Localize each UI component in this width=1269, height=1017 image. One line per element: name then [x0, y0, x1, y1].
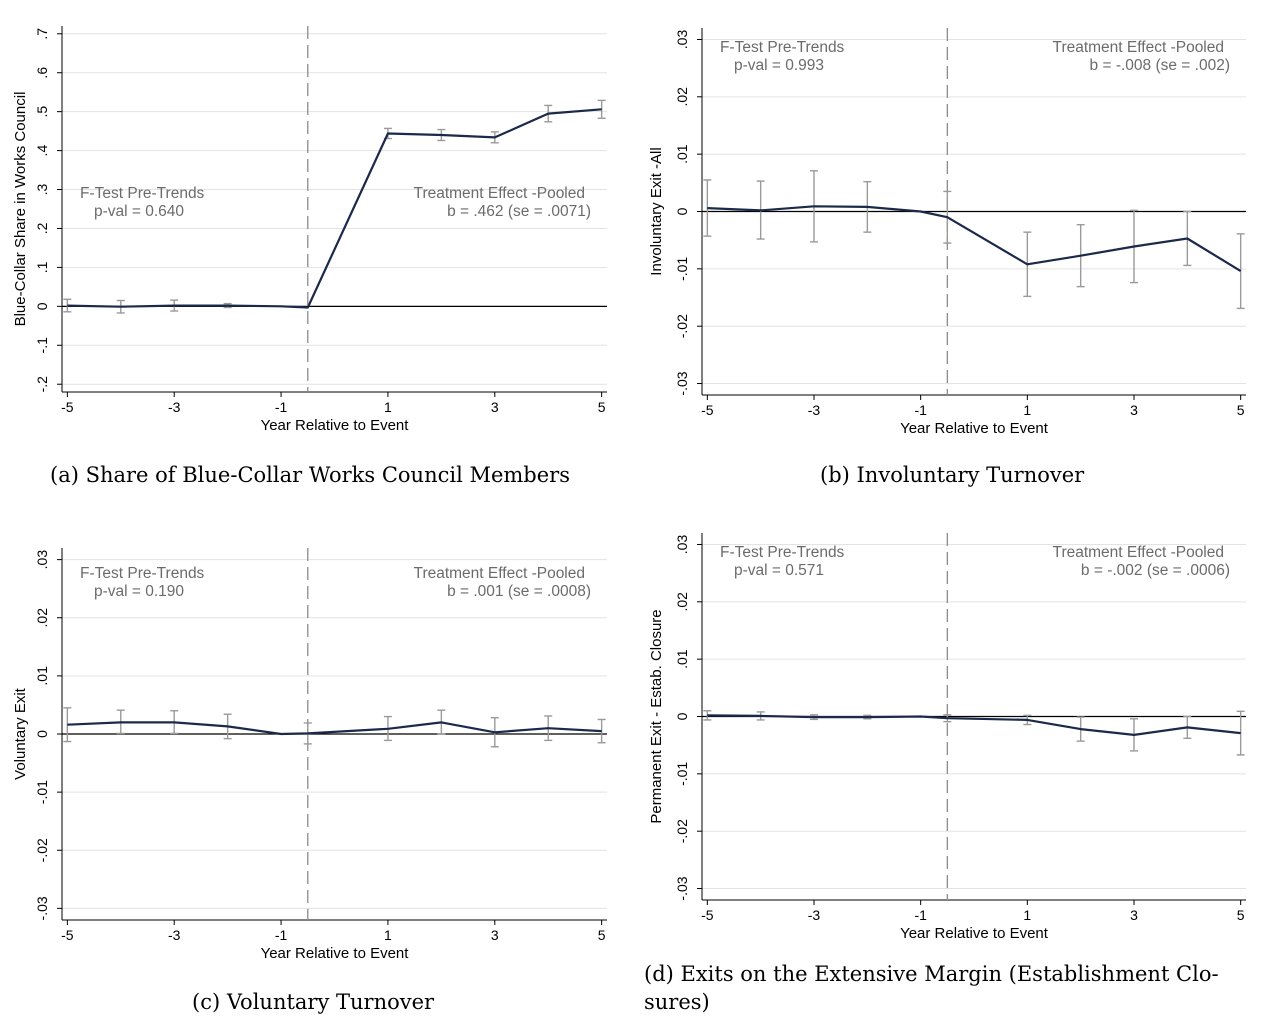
caption-d-line2: sures): [644, 990, 710, 1014]
y-tick-label-a-5: .3: [34, 183, 50, 195]
pretrend-title-c: F-Test Pre-Trends: [80, 565, 205, 582]
x-axis-title-d: Year Relative to Event: [900, 925, 1049, 942]
y-tick-label-c-0: -.03: [34, 896, 50, 920]
pretrend-title-d: F-Test Pre-Trends: [720, 544, 845, 561]
panel-a-chart: -.2 -.1 0 .1 .2 .3 .4 .5 .6 .7 -5 -3 -1 1 3 5 Year Relat…: [12, 26, 607, 434]
y-tick-label-b-1: -.02: [674, 314, 690, 338]
y-tick-label-c-2: -.01: [34, 780, 50, 804]
panel-d-chart: -.03 -.02 -.01 0 .01 .02 .03 -5 -3 -1 1 3 5 Year Rela…: [648, 533, 1246, 942]
x-tick-label-c-4: 3: [491, 927, 499, 943]
y-axis-title-d: Permanent Exit - Estab. Closure: [648, 609, 665, 823]
x-tick-label-a-3: 1: [384, 399, 392, 415]
y-tick-label-c-6: .03: [34, 550, 50, 570]
y-tick-label-a-4: .2: [34, 222, 50, 234]
x-tick-label-c-1: -3: [168, 927, 181, 943]
x-tick-label-d-2: -1: [914, 907, 927, 923]
y-tick-label-c-3: 0: [34, 730, 50, 738]
y-tick-label-a-1: -.1: [34, 337, 50, 354]
y-tick-label-c-1: -.02: [34, 838, 50, 862]
x-tick-label-d-3: 1: [1023, 907, 1031, 923]
x-tick-label-b-5: 5: [1237, 402, 1245, 418]
x-tick-label-a-2: -1: [275, 399, 288, 415]
panel-b-chart: -.03 -.02 -.01 0 .01 .02 .03 -5 -3 -1 1 3 5 Year Rela…: [648, 28, 1246, 437]
y-tick-label-b-3: 0: [674, 207, 690, 215]
treatment-value-c: b = .001 (se = .0008): [447, 583, 591, 600]
series-line-c: [67, 721, 602, 736]
treatment-title-d: Treatment Effect -Pooled: [1053, 544, 1224, 561]
pretrend-title-b: F-Test Pre-Trends: [720, 39, 845, 56]
series-line-a: [67, 108, 602, 309]
treatment-value-d: b = -.002 (se = .0006): [1081, 562, 1230, 579]
y-axis-title-c: Voluntary Exit: [12, 687, 29, 780]
caption-d-line1: (d) Exits on the Extensive Margin (Estab…: [644, 962, 1219, 986]
x-tick-label-d-4: 3: [1130, 907, 1138, 923]
series-line-d: [707, 714, 1241, 736]
x-tick-label-a-1: -3: [168, 399, 181, 415]
y-axis-title-a: Blue-Collar Share in Works Council: [12, 92, 29, 327]
treatment-value-b: b = -.008 (se = .002): [1090, 57, 1230, 74]
caption-b: (b) Involuntary Turnover: [820, 463, 1085, 487]
y-tick-label-d-5: .02: [674, 592, 690, 612]
y-tick-label-a-8: .6: [34, 67, 50, 79]
treatment-title-c: Treatment Effect -Pooled: [414, 565, 585, 582]
x-tick-label-b-2: -1: [914, 402, 927, 418]
x-tick-label-a-4: 3: [491, 399, 499, 415]
y-tick-label-d-0: -.03: [674, 876, 690, 900]
y-tick-label-a-2: 0: [34, 302, 50, 310]
x-axis-title-c: Year Relative to Event: [261, 945, 410, 962]
y-tick-label-b-0: -.03: [674, 371, 690, 395]
treatment-title-a: Treatment Effect -Pooled: [414, 185, 585, 202]
y-tick-label-a-6: .4: [34, 145, 50, 157]
pretrend-pval-d: p-val = 0.571: [734, 562, 824, 579]
x-tick-label-b-1: -3: [808, 402, 821, 418]
y-tick-label-a-7: .5: [34, 106, 50, 118]
pretrend-pval-b: p-val = 0.993: [734, 57, 824, 74]
pretrend-pval-a: p-val = 0.640: [94, 203, 184, 220]
y-tick-label-d-4: .01: [674, 649, 690, 669]
x-tick-label-c-3: 1: [384, 927, 392, 943]
x-tick-label-b-0: -5: [701, 402, 714, 418]
x-tick-label-b-4: 3: [1130, 402, 1138, 418]
x-tick-label-d-1: -3: [808, 907, 821, 923]
y-tick-label-d-3: 0: [674, 712, 690, 720]
x-tick-label-c-0: -5: [61, 927, 74, 943]
x-axis-title-b: Year Relative to Event: [900, 420, 1049, 437]
y-tick-label-b-2: -.01: [674, 257, 690, 281]
y-tick-label-a-3: .1: [34, 261, 50, 273]
y-tick-label-a-9: .7: [34, 28, 50, 40]
treatment-title-b: Treatment Effect -Pooled: [1053, 39, 1224, 56]
x-tick-label-a-5: 5: [598, 399, 606, 415]
pretrend-title-a: F-Test Pre-Trends: [80, 185, 205, 202]
y-tick-label-a-0: -.2: [34, 376, 50, 393]
y-tick-label-c-5: .02: [34, 608, 50, 628]
caption-a: (a) Share of Blue-Collar Works Council M…: [50, 463, 570, 487]
x-tick-label-c-5: 5: [598, 927, 606, 943]
y-tick-label-c-4: .01: [34, 666, 50, 686]
y-axis-title-b: Involuntary Exit -All: [648, 147, 665, 275]
series-line-b: [707, 205, 1242, 273]
x-tick-label-d-5: 5: [1237, 907, 1245, 923]
x-tick-label-c-2: -1: [275, 927, 288, 943]
x-tick-label-d-0: -5: [701, 907, 714, 923]
pretrend-pval-c: p-val = 0.190: [94, 583, 184, 600]
y-tick-label-b-5: .02: [674, 87, 690, 107]
y-tick-label-d-1: -.02: [674, 819, 690, 843]
x-tick-label-b-3: 1: [1023, 402, 1031, 418]
y-tick-label-d-2: -.01: [674, 762, 690, 786]
y-tick-label-b-4: .01: [674, 144, 690, 164]
x-tick-label-a-0: -5: [61, 399, 74, 415]
x-axis-title-a: Year Relative to Event: [261, 417, 410, 434]
y-tick-label-d-6: .03: [674, 535, 690, 555]
treatment-value-a: b = .462 (se = .0071): [447, 203, 591, 220]
panel-c-chart: -.03 -.02 -.01 0 .01 .02 .03 -5 -3 -1 1 3 5 Year Rela…: [12, 548, 607, 962]
caption-c: (c) Voluntary Turnover: [192, 990, 435, 1014]
y-tick-label-b-6: .03: [674, 30, 690, 50]
